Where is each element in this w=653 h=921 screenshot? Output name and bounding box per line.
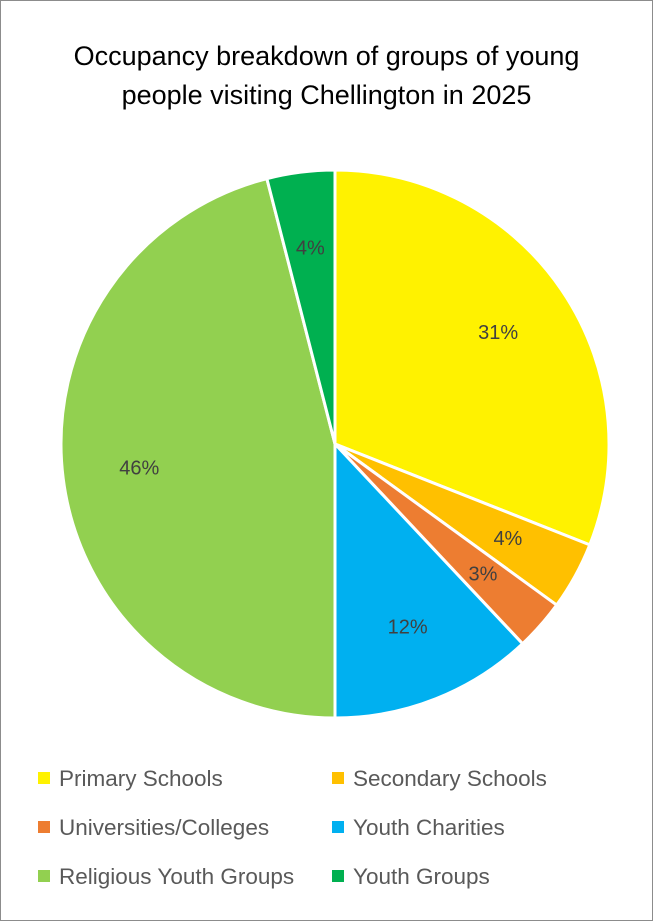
- legend-label: Secondary Schools: [353, 766, 547, 791]
- legend-item-youth-groups: Youth Groups: [332, 859, 490, 895]
- legend-item-youth-charities: Youth Charities: [332, 810, 505, 846]
- legend-label: Religious Youth Groups: [59, 864, 295, 889]
- legend-item-primary-schools: Primary Schools: [38, 761, 223, 797]
- legend-label: Universities/Colleges: [59, 815, 270, 840]
- legend-item-universities-colleges: Universities/Colleges: [38, 810, 269, 846]
- pie-chart: 31% 4% 3% 12% 46% 4%: [59, 168, 611, 720]
- legend-swatch: [332, 870, 344, 882]
- pie-slice-religious-youth-groups: [59, 177, 337, 720]
- data-label-primary-schools: 31%: [478, 322, 518, 344]
- data-label-youth-groups: 4%: [296, 237, 325, 259]
- data-label-secondary-schools: 4%: [493, 528, 522, 550]
- legend-label: Youth Groups: [353, 864, 490, 889]
- legend-swatch: [332, 821, 344, 833]
- legend-swatch: [38, 870, 50, 882]
- legend-swatch: [38, 821, 50, 833]
- pie-slices: [59, 168, 611, 720]
- legend-label: Primary Schools: [59, 766, 223, 791]
- chart-title: Occupancy breakdown of groups of young p…: [1, 37, 652, 115]
- legend-item-religious-youth-groups: Religious Youth Groups: [38, 859, 294, 895]
- legend-item-secondary-schools: Secondary Schools: [332, 761, 547, 797]
- pie-slice-primary-schools: [333, 168, 611, 547]
- pie-slice-youth-groups: [265, 168, 337, 446]
- data-label-youth-charities: 12%: [388, 616, 428, 638]
- pie-slice-youth-charities: [333, 442, 525, 720]
- data-label-universities-colleges: 3%: [469, 564, 498, 586]
- chart-title-line-2: people visiting Chellington in 2025: [121, 80, 532, 110]
- data-label-religious-youth-groups: 46%: [119, 458, 159, 480]
- legend-label: Youth Charities: [353, 815, 505, 840]
- pie-labels: 31% 4% 3% 12% 46% 4%: [119, 237, 522, 638]
- chart-title-line-1: Occupancy breakdown of groups of young: [73, 41, 580, 71]
- legend-swatch: [38, 772, 50, 784]
- legend-swatch: [332, 772, 344, 784]
